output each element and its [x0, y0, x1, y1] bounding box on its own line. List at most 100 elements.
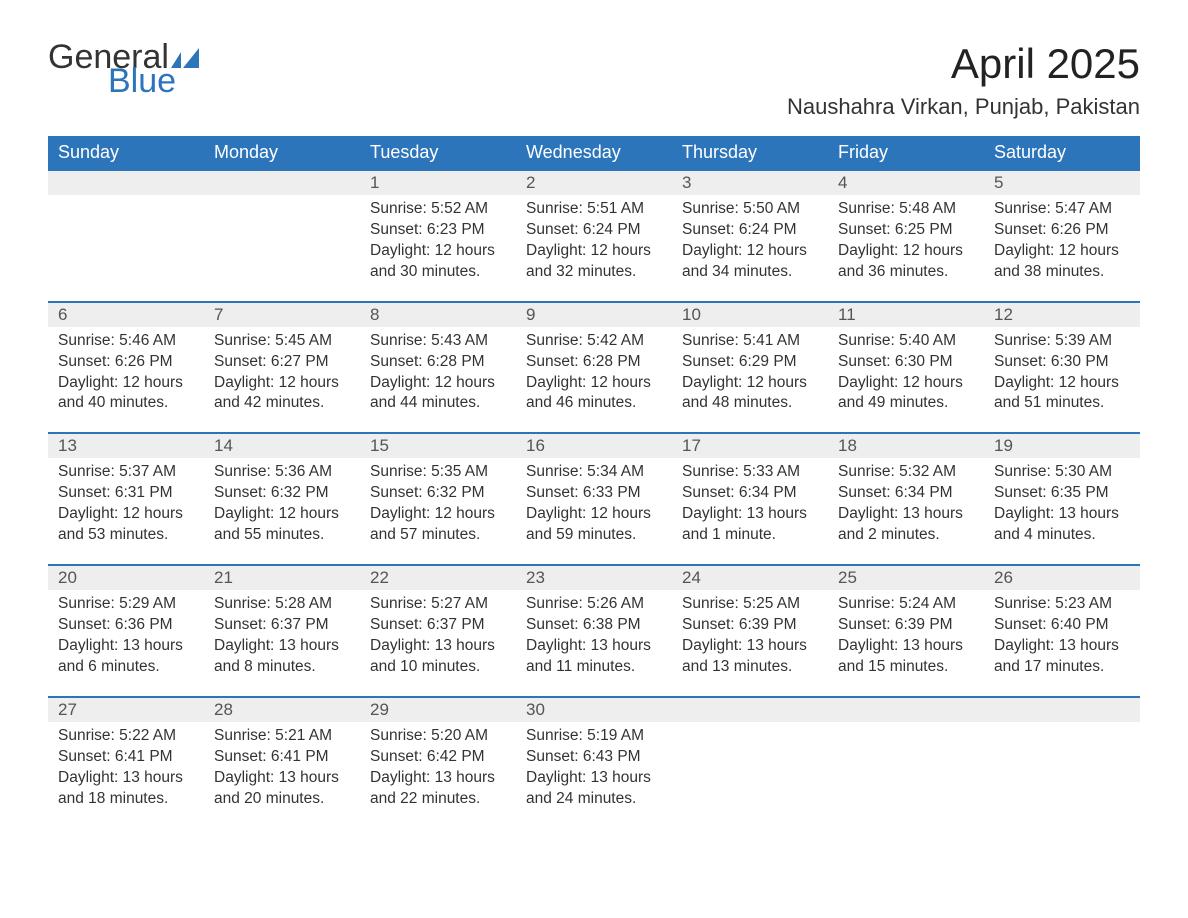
daylight-line: Daylight: 12 hours and 48 minutes. — [682, 373, 818, 415]
daylight-line: Daylight: 13 hours and 24 minutes. — [526, 768, 662, 810]
daylight-line: Daylight: 12 hours and 36 minutes. — [838, 241, 974, 283]
daylight-line: Daylight: 13 hours and 13 minutes. — [682, 636, 818, 678]
day-details-cell: Sunrise: 5:21 AMSunset: 6:41 PMDaylight:… — [204, 722, 360, 828]
day-details-cell: Sunrise: 5:28 AMSunset: 6:37 PMDaylight:… — [204, 590, 360, 697]
sunrise-line: Sunrise: 5:39 AM — [994, 331, 1130, 352]
day-number-cell: 6 — [48, 302, 204, 327]
daylight-line: Daylight: 12 hours and 55 minutes. — [214, 504, 350, 546]
location-subtitle: Naushahra Virkan, Punjab, Pakistan — [787, 94, 1140, 120]
sunrise-line: Sunrise: 5:46 AM — [58, 331, 194, 352]
sunset-line: Sunset: 6:30 PM — [994, 352, 1130, 373]
day-details-cell: Sunrise: 5:36 AMSunset: 6:32 PMDaylight:… — [204, 458, 360, 565]
day-header: Thursday — [672, 136, 828, 170]
sunrise-line: Sunrise: 5:36 AM — [214, 462, 350, 483]
day-number-cell: 7 — [204, 302, 360, 327]
sunset-line: Sunset: 6:34 PM — [838, 483, 974, 504]
daylight-line: Daylight: 12 hours and 57 minutes. — [370, 504, 506, 546]
sunrise-line: Sunrise: 5:21 AM — [214, 726, 350, 747]
day-details-cell: Sunrise: 5:43 AMSunset: 6:28 PMDaylight:… — [360, 327, 516, 434]
sunset-line: Sunset: 6:31 PM — [58, 483, 194, 504]
sunrise-line: Sunrise: 5:45 AM — [214, 331, 350, 352]
sunset-line: Sunset: 6:25 PM — [838, 220, 974, 241]
sunrise-line: Sunrise: 5:52 AM — [370, 199, 506, 220]
sunset-line: Sunset: 6:36 PM — [58, 615, 194, 636]
day-details-cell: Sunrise: 5:41 AMSunset: 6:29 PMDaylight:… — [672, 327, 828, 434]
day-details-cell: Sunrise: 5:20 AMSunset: 6:42 PMDaylight:… — [360, 722, 516, 828]
sunset-line: Sunset: 6:33 PM — [526, 483, 662, 504]
day-details-cell — [828, 722, 984, 828]
sunset-line: Sunset: 6:27 PM — [214, 352, 350, 373]
sunrise-line: Sunrise: 5:26 AM — [526, 594, 662, 615]
daylight-line: Daylight: 13 hours and 8 minutes. — [214, 636, 350, 678]
day-details-cell — [672, 722, 828, 828]
sunrise-line: Sunrise: 5:30 AM — [994, 462, 1130, 483]
daylight-line: Daylight: 12 hours and 32 minutes. — [526, 241, 662, 283]
day-number-cell: 17 — [672, 433, 828, 458]
day-number-cell: 1 — [360, 170, 516, 195]
day-details-cell: Sunrise: 5:29 AMSunset: 6:36 PMDaylight:… — [48, 590, 204, 697]
daylight-line: Daylight: 12 hours and 53 minutes. — [58, 504, 194, 546]
day-details-cell: Sunrise: 5:26 AMSunset: 6:38 PMDaylight:… — [516, 590, 672, 697]
sunset-line: Sunset: 6:42 PM — [370, 747, 506, 768]
day-details-cell: Sunrise: 5:27 AMSunset: 6:37 PMDaylight:… — [360, 590, 516, 697]
sunset-line: Sunset: 6:32 PM — [370, 483, 506, 504]
day-number-cell: 2 — [516, 170, 672, 195]
sunrise-line: Sunrise: 5:37 AM — [58, 462, 194, 483]
sunrise-line: Sunrise: 5:28 AM — [214, 594, 350, 615]
sunrise-line: Sunrise: 5:22 AM — [58, 726, 194, 747]
day-details-cell: Sunrise: 5:52 AMSunset: 6:23 PMDaylight:… — [360, 195, 516, 302]
day-number-cell: 22 — [360, 565, 516, 590]
sunset-line: Sunset: 6:30 PM — [838, 352, 974, 373]
day-header: Sunday — [48, 136, 204, 170]
sunset-line: Sunset: 6:41 PM — [214, 747, 350, 768]
daylight-line: Daylight: 12 hours and 46 minutes. — [526, 373, 662, 415]
day-number-cell — [672, 697, 828, 722]
daylight-line: Daylight: 12 hours and 51 minutes. — [994, 373, 1130, 415]
day-number-cell: 13 — [48, 433, 204, 458]
sunset-line: Sunset: 6:37 PM — [214, 615, 350, 636]
daylight-line: Daylight: 13 hours and 2 minutes. — [838, 504, 974, 546]
sunrise-line: Sunrise: 5:41 AM — [682, 331, 818, 352]
day-number-cell: 28 — [204, 697, 360, 722]
day-number-cell: 4 — [828, 170, 984, 195]
day-details-cell: Sunrise: 5:46 AMSunset: 6:26 PMDaylight:… — [48, 327, 204, 434]
day-details-cell: Sunrise: 5:34 AMSunset: 6:33 PMDaylight:… — [516, 458, 672, 565]
day-header: Tuesday — [360, 136, 516, 170]
day-details-cell: Sunrise: 5:35 AMSunset: 6:32 PMDaylight:… — [360, 458, 516, 565]
sunset-line: Sunset: 6:39 PM — [682, 615, 818, 636]
day-details-cell: Sunrise: 5:37 AMSunset: 6:31 PMDaylight:… — [48, 458, 204, 565]
sunrise-line: Sunrise: 5:35 AM — [370, 462, 506, 483]
daylight-line: Daylight: 13 hours and 1 minute. — [682, 504, 818, 546]
month-title: April 2025 — [787, 40, 1140, 88]
day-number-cell: 27 — [48, 697, 204, 722]
day-number-cell — [204, 170, 360, 195]
daylight-line: Daylight: 13 hours and 15 minutes. — [838, 636, 974, 678]
day-details-cell: Sunrise: 5:50 AMSunset: 6:24 PMDaylight:… — [672, 195, 828, 302]
day-details-cell: Sunrise: 5:30 AMSunset: 6:35 PMDaylight:… — [984, 458, 1140, 565]
day-number-cell: 15 — [360, 433, 516, 458]
day-details-cell: Sunrise: 5:42 AMSunset: 6:28 PMDaylight:… — [516, 327, 672, 434]
day-details-cell: Sunrise: 5:32 AMSunset: 6:34 PMDaylight:… — [828, 458, 984, 565]
sunset-line: Sunset: 6:32 PM — [214, 483, 350, 504]
daylight-line: Daylight: 13 hours and 20 minutes. — [214, 768, 350, 810]
day-number-cell: 30 — [516, 697, 672, 722]
sunset-line: Sunset: 6:24 PM — [682, 220, 818, 241]
sunrise-line: Sunrise: 5:23 AM — [994, 594, 1130, 615]
daylight-line: Daylight: 12 hours and 30 minutes. — [370, 241, 506, 283]
sunrise-line: Sunrise: 5:25 AM — [682, 594, 818, 615]
sunrise-line: Sunrise: 5:24 AM — [838, 594, 974, 615]
sunrise-line: Sunrise: 5:42 AM — [526, 331, 662, 352]
sunrise-line: Sunrise: 5:29 AM — [58, 594, 194, 615]
logo-text-blue: Blue — [108, 64, 199, 98]
sunrise-line: Sunrise: 5:43 AM — [370, 331, 506, 352]
sunrise-line: Sunrise: 5:50 AM — [682, 199, 818, 220]
day-header: Monday — [204, 136, 360, 170]
daylight-line: Daylight: 12 hours and 59 minutes. — [526, 504, 662, 546]
day-number-cell: 3 — [672, 170, 828, 195]
daylight-line: Daylight: 13 hours and 10 minutes. — [370, 636, 506, 678]
day-number-cell: 16 — [516, 433, 672, 458]
sunset-line: Sunset: 6:26 PM — [994, 220, 1130, 241]
day-details-cell: Sunrise: 5:48 AMSunset: 6:25 PMDaylight:… — [828, 195, 984, 302]
sunset-line: Sunset: 6:24 PM — [526, 220, 662, 241]
daylight-line: Daylight: 13 hours and 22 minutes. — [370, 768, 506, 810]
